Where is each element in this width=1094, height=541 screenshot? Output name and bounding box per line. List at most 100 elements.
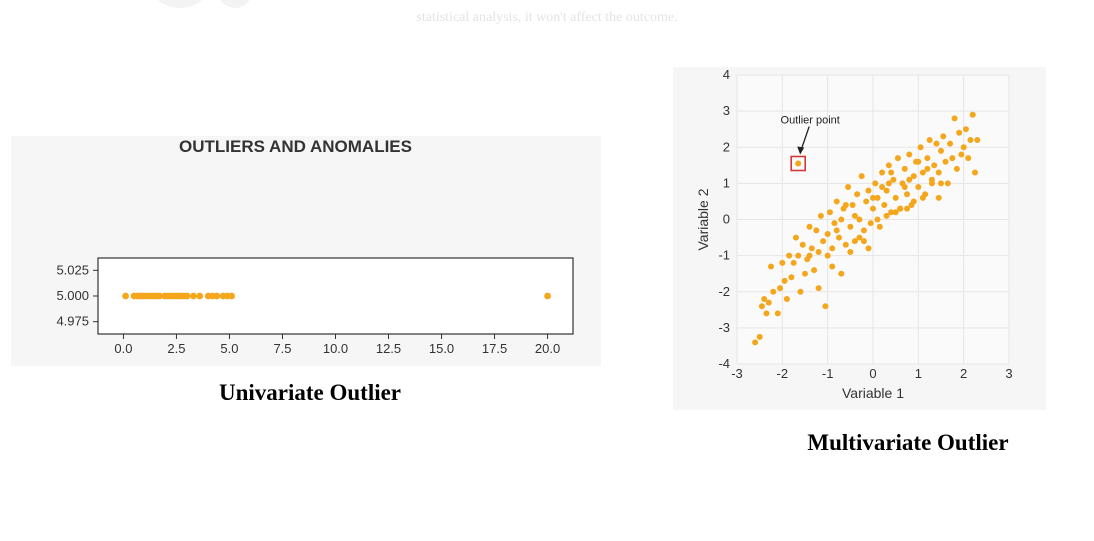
data-point <box>906 151 913 158</box>
data-point <box>890 176 897 183</box>
x-axis-label: Variable 1 <box>842 385 904 401</box>
outlier-highlight-box <box>790 155 806 172</box>
data-point <box>838 270 845 277</box>
data-point <box>806 223 813 230</box>
data-point <box>926 137 933 144</box>
x-tick-label: 3 <box>1005 366 1012 381</box>
y-axis-label: Variable 2 <box>695 188 711 250</box>
data-point <box>938 180 944 187</box>
data-point <box>183 292 191 300</box>
data-point <box>799 241 806 248</box>
data-point <box>965 155 972 162</box>
data-point <box>196 292 204 300</box>
data-point <box>901 183 908 190</box>
data-point <box>842 241 849 248</box>
data-point <box>874 216 881 223</box>
y-tick-label: 5.000 <box>56 288 89 303</box>
data-point <box>783 295 790 302</box>
data-point <box>915 158 922 165</box>
data-point <box>904 205 910 212</box>
data-point <box>919 169 926 176</box>
y-tick-label: 4.975 <box>56 314 89 329</box>
data-point <box>883 212 890 219</box>
data-point <box>906 176 913 183</box>
data-point <box>756 333 763 340</box>
x-tick-label: 1 <box>915 366 922 381</box>
data-point <box>969 111 976 118</box>
data-point <box>942 158 949 165</box>
data-point <box>822 303 829 310</box>
data-point <box>836 234 842 241</box>
data-point <box>962 126 969 133</box>
x-tick-label: 0 <box>869 366 876 381</box>
y-tick-label: -4 <box>718 356 730 371</box>
data-point <box>960 144 967 151</box>
data-point <box>951 115 958 122</box>
annotation-label: Outlier point <box>781 115 840 127</box>
data-point <box>790 259 797 266</box>
data-point <box>781 277 788 284</box>
data-point <box>806 252 813 259</box>
data-point <box>915 183 922 190</box>
x-tick-label: 7.5 <box>273 341 291 356</box>
data-point <box>888 209 895 216</box>
univariate-scatter-chart: 0.0 2.5 5.0 7.5 10.0 12.5 15.0 17.5 20.0 4.975 5.0… <box>56 137 574 356</box>
data-point <box>947 140 954 147</box>
data-point <box>938 147 944 154</box>
data-point <box>228 292 235 300</box>
data-point <box>856 216 863 223</box>
data-point <box>897 205 904 212</box>
data-point <box>774 310 781 317</box>
data-point <box>826 209 833 216</box>
data-point <box>758 303 765 310</box>
multivariate-caption: Multivariate Outlier <box>807 430 1009 455</box>
y-tick-label: 4 <box>723 67 730 82</box>
data-point <box>815 249 822 256</box>
data-point <box>770 288 777 295</box>
data-point <box>860 238 867 245</box>
data-point <box>847 249 854 256</box>
data-point <box>863 198 870 205</box>
data-point <box>831 220 838 227</box>
y-tick-label: 0 <box>723 212 730 227</box>
x-tick-label: 2.5 <box>167 341 185 356</box>
data-point <box>924 165 931 172</box>
data-point <box>928 180 935 187</box>
data-point <box>213 292 221 300</box>
data-point <box>872 180 879 187</box>
data-point <box>795 160 802 167</box>
y-tick-label: -3 <box>718 320 730 335</box>
data-point <box>885 162 892 169</box>
x-tick-label: -1 <box>822 366 834 381</box>
x-tick-label: 0.0 <box>114 341 132 356</box>
y-tick-label: 3 <box>723 103 730 118</box>
data-point <box>917 144 924 151</box>
data-point <box>874 194 881 201</box>
x-tick-label: -3 <box>731 366 743 381</box>
data-point <box>972 169 978 176</box>
data-point <box>763 310 770 317</box>
data-point <box>931 162 938 169</box>
data-point <box>122 292 129 300</box>
data-point <box>820 238 827 245</box>
data-point <box>854 191 861 198</box>
x-tick-label: 5.0 <box>220 341 238 356</box>
x-tick-label: 2 <box>960 366 967 381</box>
data-point <box>879 183 886 190</box>
data-point <box>779 259 786 266</box>
y-tick-label: 1 <box>723 175 730 190</box>
annotation-arrowhead <box>797 146 805 155</box>
multivariate-chart-panel: -3 -2 -1 0 1 2 3 -4 -3 -2 -1 0 1 2 3 4 Variable 1 Variabl… <box>673 67 1046 410</box>
data-point <box>858 173 865 180</box>
data-point <box>940 133 947 140</box>
y-tick-label: -2 <box>718 284 730 299</box>
data-point <box>949 155 956 162</box>
data-point <box>817 212 824 219</box>
ghost-circle-1 <box>150 0 210 8</box>
data-point <box>867 220 874 227</box>
data-point <box>795 252 802 259</box>
data-point <box>910 198 917 205</box>
data-point <box>811 267 818 274</box>
data-point <box>885 180 892 187</box>
data-point <box>870 194 876 201</box>
